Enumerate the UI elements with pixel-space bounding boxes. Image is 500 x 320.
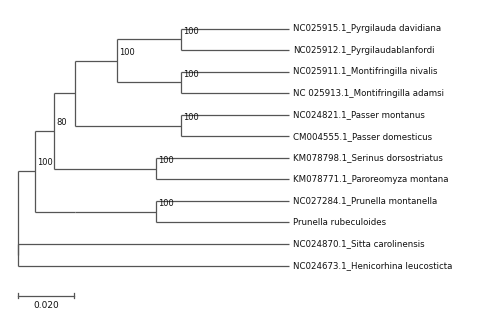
Text: NC024821.1_Passer montanus: NC024821.1_Passer montanus [293, 110, 425, 119]
Text: 0.020: 0.020 [33, 301, 58, 310]
Text: KM078798.1_Serinus dorsostriatus: KM078798.1_Serinus dorsostriatus [293, 153, 443, 162]
Text: KM078771.1_Paroreomyza montana: KM078771.1_Paroreomyza montana [293, 175, 448, 184]
Text: NC024870.1_Sitta carolinensis: NC024870.1_Sitta carolinensis [293, 239, 424, 249]
Text: 100: 100 [158, 199, 174, 208]
Text: 100: 100 [119, 48, 134, 57]
Text: 80: 80 [56, 118, 67, 127]
Text: NC025912.1_Pyrgilaudablanfordi: NC025912.1_Pyrgilaudablanfordi [293, 46, 434, 55]
Text: 100: 100 [37, 158, 52, 167]
Text: 100: 100 [183, 113, 198, 122]
Text: NC027284.1_Prunella montanella: NC027284.1_Prunella montanella [293, 196, 438, 205]
Text: Prunella rubeculoides: Prunella rubeculoides [293, 218, 386, 227]
Text: NC025915.1_Pyrgilauda davidiana: NC025915.1_Pyrgilauda davidiana [293, 24, 441, 33]
Text: CM004555.1_Passer domesticus: CM004555.1_Passer domesticus [293, 132, 432, 141]
Text: 100: 100 [158, 156, 174, 165]
Text: NC024673.1_Henicorhina leucosticta: NC024673.1_Henicorhina leucosticta [293, 261, 452, 270]
Text: NC025911.1_Montifringilla nivalis: NC025911.1_Montifringilla nivalis [293, 67, 438, 76]
Text: 100: 100 [183, 69, 198, 79]
Text: 100: 100 [183, 27, 198, 36]
Text: NC 025913.1_Montifringilla adamsi: NC 025913.1_Montifringilla adamsi [293, 89, 444, 98]
